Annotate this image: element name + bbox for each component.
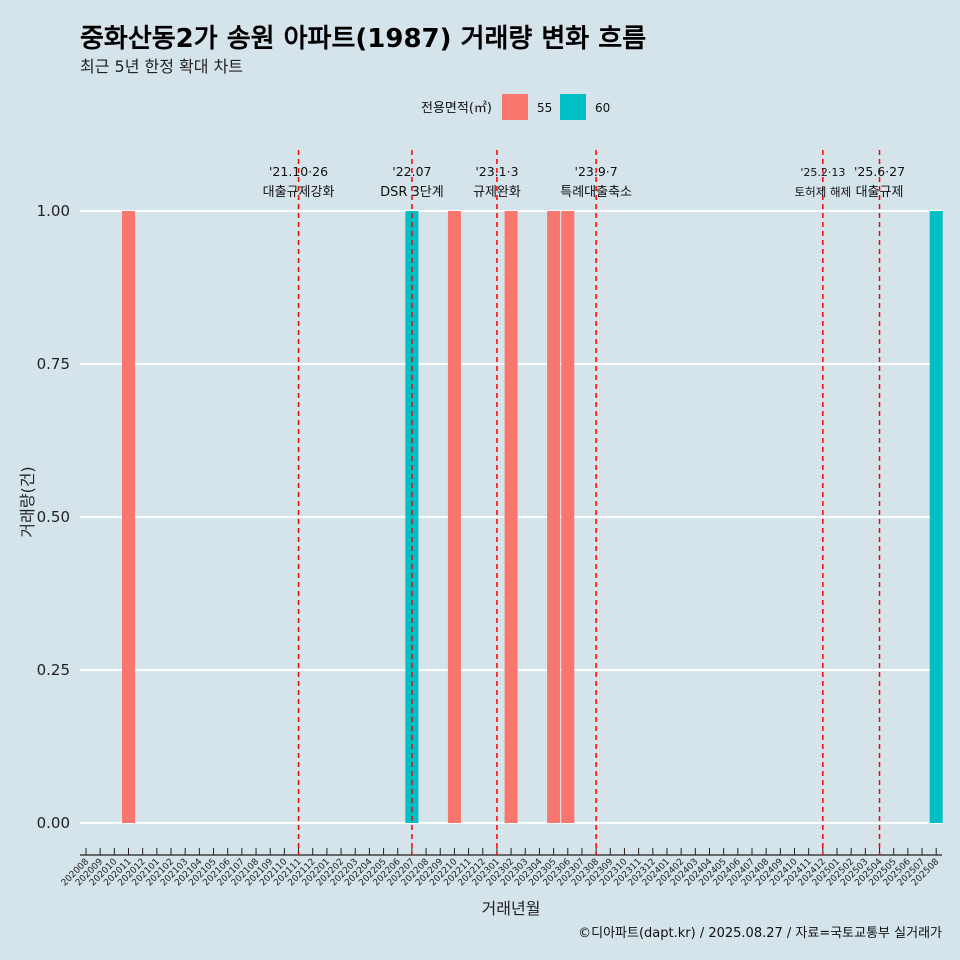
event-date-label: '21.10·26 bbox=[269, 164, 328, 179]
event-date-label: '25.6·27 bbox=[854, 164, 905, 179]
y-tick-label: 0.00 bbox=[37, 814, 70, 832]
event-name-label: 토허제 해제 bbox=[795, 185, 852, 199]
event-name-label: 대출규제 bbox=[856, 185, 904, 200]
event-date-label: '23.9·7 bbox=[575, 164, 618, 179]
bar-55-202306 bbox=[561, 211, 575, 823]
chart-subtitle: 최근 5년 한정 확대 차트 bbox=[80, 57, 244, 76]
y-tick-label: 0.50 bbox=[37, 508, 70, 526]
bar-55-202305 bbox=[547, 211, 561, 823]
event-date-label: '25.2·13 bbox=[800, 166, 845, 179]
legend-swatch-60 bbox=[560, 94, 586, 120]
event-name-label: 규제완화 bbox=[473, 185, 521, 200]
legend-swatch-55 bbox=[502, 94, 528, 120]
event-name-label: 대출규제강화 bbox=[263, 185, 335, 200]
y-axis-title: 거래량(건) bbox=[18, 466, 37, 537]
bar-55-202302 bbox=[504, 211, 518, 823]
y-tick-label: 0.25 bbox=[37, 661, 70, 679]
legend-title: 전용면적(㎡) bbox=[421, 101, 492, 116]
legend-label-55: 55 bbox=[537, 101, 552, 115]
bar-55-202011 bbox=[122, 211, 136, 823]
source-caption: ©디아파트(dapt.kr) / 2025.08.27 / 자료=국토교통부 실… bbox=[578, 926, 942, 941]
legend-label-60: 60 bbox=[595, 101, 610, 115]
event-name-label: 특례대출축소 bbox=[560, 185, 632, 200]
y-tick-label: 1.00 bbox=[37, 202, 70, 220]
bar-60-202207 bbox=[405, 211, 419, 823]
chart-title: 중화산동2가 송원 아파트(1987) 거래량 변화 흐름 bbox=[80, 24, 647, 54]
event-date-label: '23.1·3 bbox=[475, 164, 518, 179]
event-date-label: '22.07 bbox=[392, 164, 431, 179]
event-name-label: DSR 3단계 bbox=[380, 185, 444, 200]
bar-60-202508 bbox=[929, 211, 943, 823]
bar-55-202210 bbox=[447, 211, 461, 823]
y-tick-label: 0.75 bbox=[37, 355, 70, 373]
x-axis-title: 거래년월 bbox=[482, 899, 541, 918]
